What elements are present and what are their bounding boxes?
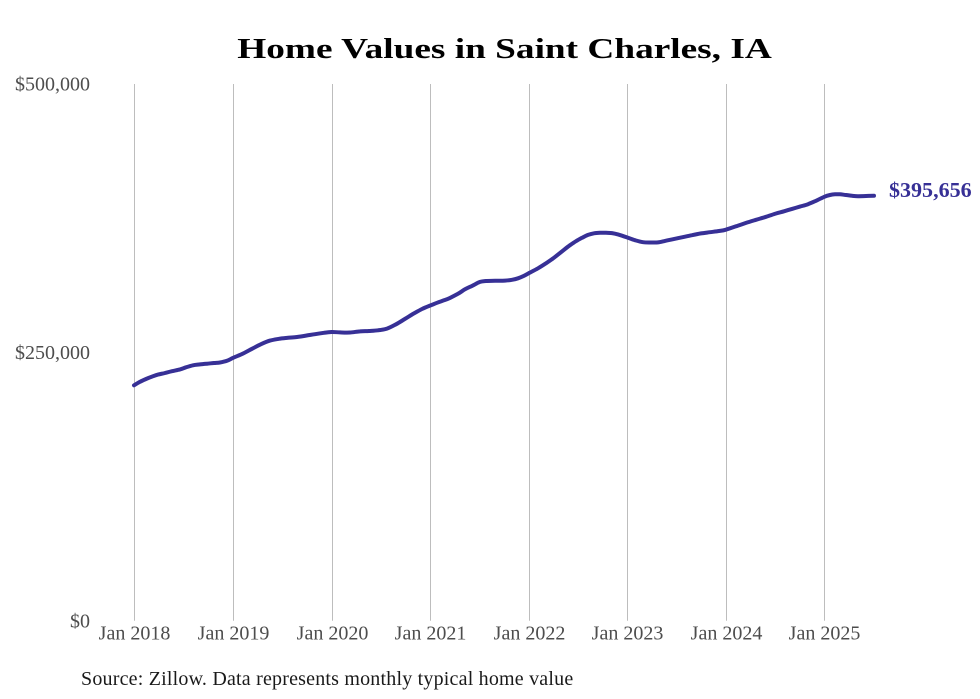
svg-text:Home Values in Saint Charles,: Home Values in Saint Charles, IA — [237, 34, 772, 65]
svg-text:Jan 2023: Jan 2023 — [592, 623, 664, 645]
svg-text:$0: $0 — [70, 611, 90, 633]
svg-text:Jan 2025: Jan 2025 — [789, 623, 861, 645]
svg-text:Jan 2020: Jan 2020 — [297, 623, 369, 645]
svg-text:Jan 2019: Jan 2019 — [198, 623, 270, 645]
svg-text:Source: Zillow. Data represent: Source: Zillow. Data represents monthly … — [81, 668, 573, 690]
svg-text:$395,656: $395,656 — [889, 178, 972, 201]
svg-text:Jan 2021: Jan 2021 — [395, 623, 467, 645]
svg-text:Jan 2024: Jan 2024 — [691, 623, 763, 645]
svg-text:$500,000: $500,000 — [15, 74, 90, 96]
svg-text:Jan 2022: Jan 2022 — [494, 623, 566, 645]
svg-text:Jan 2018: Jan 2018 — [99, 623, 171, 645]
svg-text:$250,000: $250,000 — [15, 342, 90, 364]
